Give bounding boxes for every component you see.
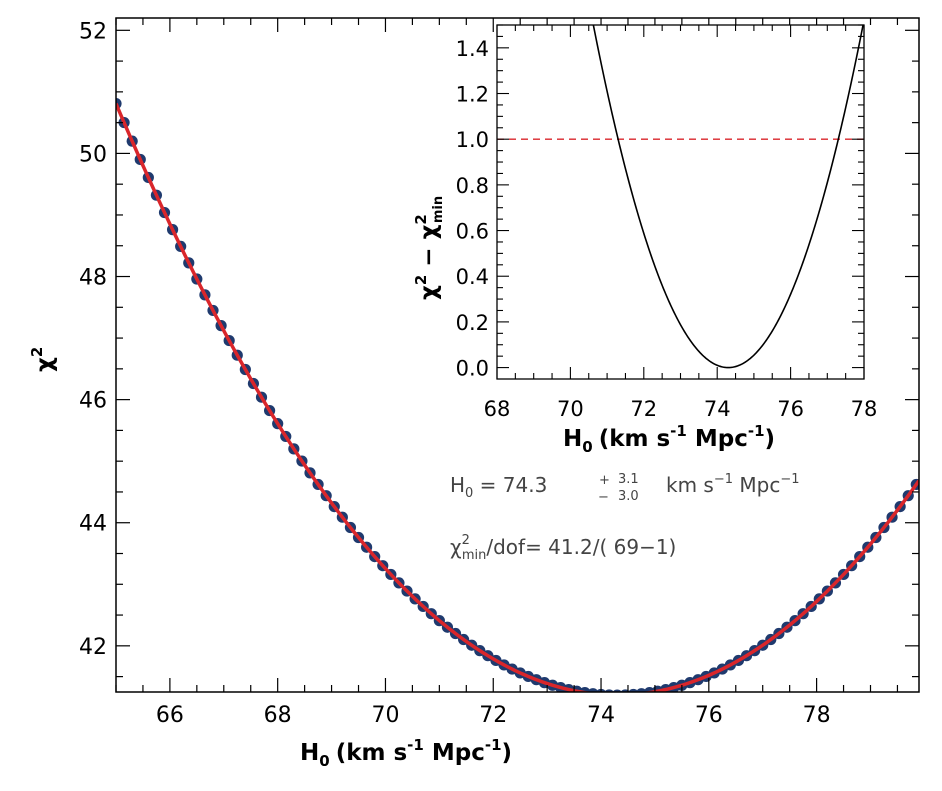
inset-x-axis-title: H0 (km s-1 Mpc-1) — [563, 422, 775, 456]
inset-plot-area — [497, 25, 864, 369]
main-tick-labels: 66 68 70 72 74 76 78 42 44 46 48 50 52 — [79, 19, 831, 728]
inset-x-tick-label: 76 — [777, 397, 804, 421]
x-tick-label: 72 — [479, 703, 507, 728]
h0-units: km s−1 Mpc−1 — [666, 472, 800, 497]
h0-result-annotation: H0 = 74.3 — [450, 473, 547, 501]
delta-chi2-curve — [592, 25, 864, 369]
h0-minus-sign: − — [598, 490, 609, 505]
data-point — [636, 688, 647, 692]
y-tick-label: 48 — [79, 266, 107, 291]
data-point — [587, 688, 599, 692]
data-point — [612, 689, 622, 692]
inset-x-tick-label: 74 — [704, 397, 731, 421]
x-tick-label: 78 — [803, 703, 831, 728]
chi2-dof-annotation: χ2 min/dof= 41.2/( 69−1) — [450, 533, 676, 563]
inset-y-tick-label: 0.2 — [456, 311, 489, 335]
inset-y-tick-label: 0.0 — [456, 357, 489, 381]
main-plot: 66 68 70 72 74 76 78 42 44 46 48 50 52 H0 (km s-1 Mpc… — [28, 17, 920, 770]
inset-x-tick-label: 70 — [557, 397, 584, 421]
fit-line — [116, 102, 919, 692]
h0-error-lower: 3.0 — [618, 489, 639, 504]
x-tick-label: 66 — [156, 703, 184, 728]
x-tick-label: 70 — [371, 703, 399, 728]
inset-series-layer — [497, 25, 864, 369]
inset-axes — [496, 24, 865, 380]
x-tick-label: 76 — [695, 703, 723, 728]
inset-y-tick-label: 1.0 — [456, 128, 489, 152]
data-point — [628, 688, 639, 692]
y-tick-label: 50 — [79, 142, 107, 167]
data-point — [604, 689, 614, 692]
x-tick-label: 68 — [264, 703, 292, 728]
main-frame — [115, 17, 920, 693]
x-tick-label: 74 — [587, 703, 615, 728]
inset-y-tick-label: 0.6 — [456, 220, 489, 244]
y-tick-label: 52 — [79, 19, 107, 44]
main-axes — [115, 17, 920, 693]
inset-y-tick-label: 0.4 — [456, 265, 489, 289]
inset-x-tick-label: 68 — [484, 397, 511, 421]
y-tick-label: 46 — [79, 389, 107, 414]
inset-x-tick-label: 78 — [851, 397, 878, 421]
y-tick-label: 42 — [79, 635, 107, 660]
y-tick-label: 44 — [79, 512, 107, 537]
inset-x-tick-label: 72 — [630, 397, 657, 421]
inset-tick-labels: 68 70 72 74 76 78 0.0 0.2 0.4 0.6 0.8 1.0 1.2 1.4 — [456, 37, 878, 421]
main-x-axis-title: H0 (km s-1 Mpc-1) — [300, 736, 512, 770]
main-y-axis-title: χ2 — [28, 347, 58, 372]
inset-y-axis-title: χ2 − χ2min — [412, 196, 446, 300]
inset-y-tick-label: 0.8 — [456, 174, 489, 198]
inset-y-tick-label: 1.4 — [456, 37, 489, 61]
inset-background — [497, 25, 864, 379]
inset-y-tick-label: 1.2 — [456, 83, 489, 107]
h0-plus-sign: + — [599, 473, 610, 488]
inset-plot: 68 70 72 74 76 78 0.0 0.2 0.4 0.6 0.8 1.0 1.2 1.4 H0(… — [412, 24, 878, 456]
h0-error-upper: 3.1 — [618, 472, 639, 487]
